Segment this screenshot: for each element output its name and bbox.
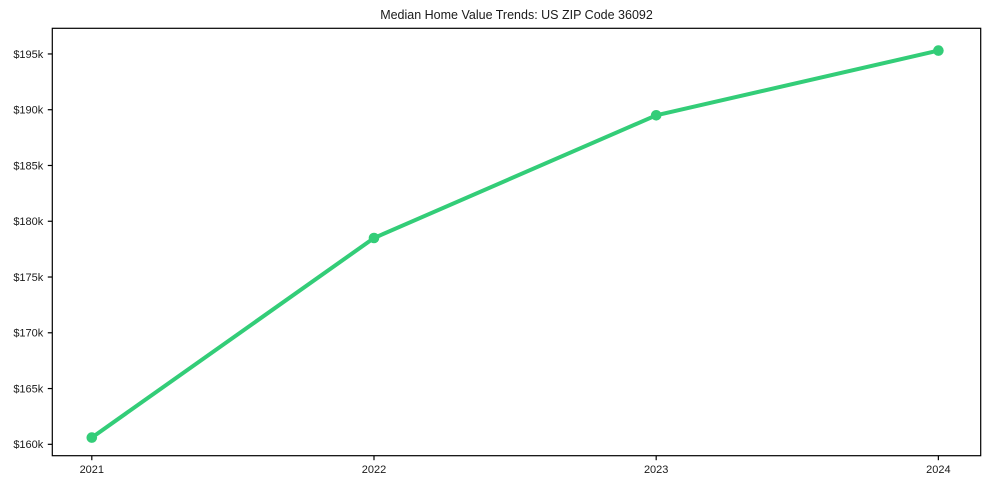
y-axis-tick-label: $160k: [13, 439, 43, 451]
data-point-marker: [650, 110, 662, 121]
x-axis-tick-label: 2024: [926, 464, 950, 476]
y-axis-tick-label: $190k: [13, 105, 43, 117]
x-axis-tick-label: 2023: [644, 464, 668, 476]
y-axis-tick-label: $165k: [13, 383, 43, 395]
y-axis-tick-label: $170k: [13, 328, 43, 340]
y-axis-tick-label: $180k: [13, 216, 43, 228]
trend-line: [89, 48, 941, 440]
data-point-marker: [368, 232, 380, 244]
x-axis-tick-label: 2022: [362, 464, 386, 476]
data-point-marker: [933, 45, 944, 56]
chart-title: Median Home Value Trends: US ZIP Code 36…: [380, 8, 653, 22]
x-axis-tick-label: 2021: [80, 464, 104, 476]
data-point-marker: [86, 432, 98, 443]
plot-border: [51, 27, 982, 457]
y-axis-tick-label: $195k: [13, 49, 43, 61]
y-axis-tick-label: $175k: [13, 272, 43, 284]
y-axis-tick-label: $185k: [13, 160, 43, 172]
